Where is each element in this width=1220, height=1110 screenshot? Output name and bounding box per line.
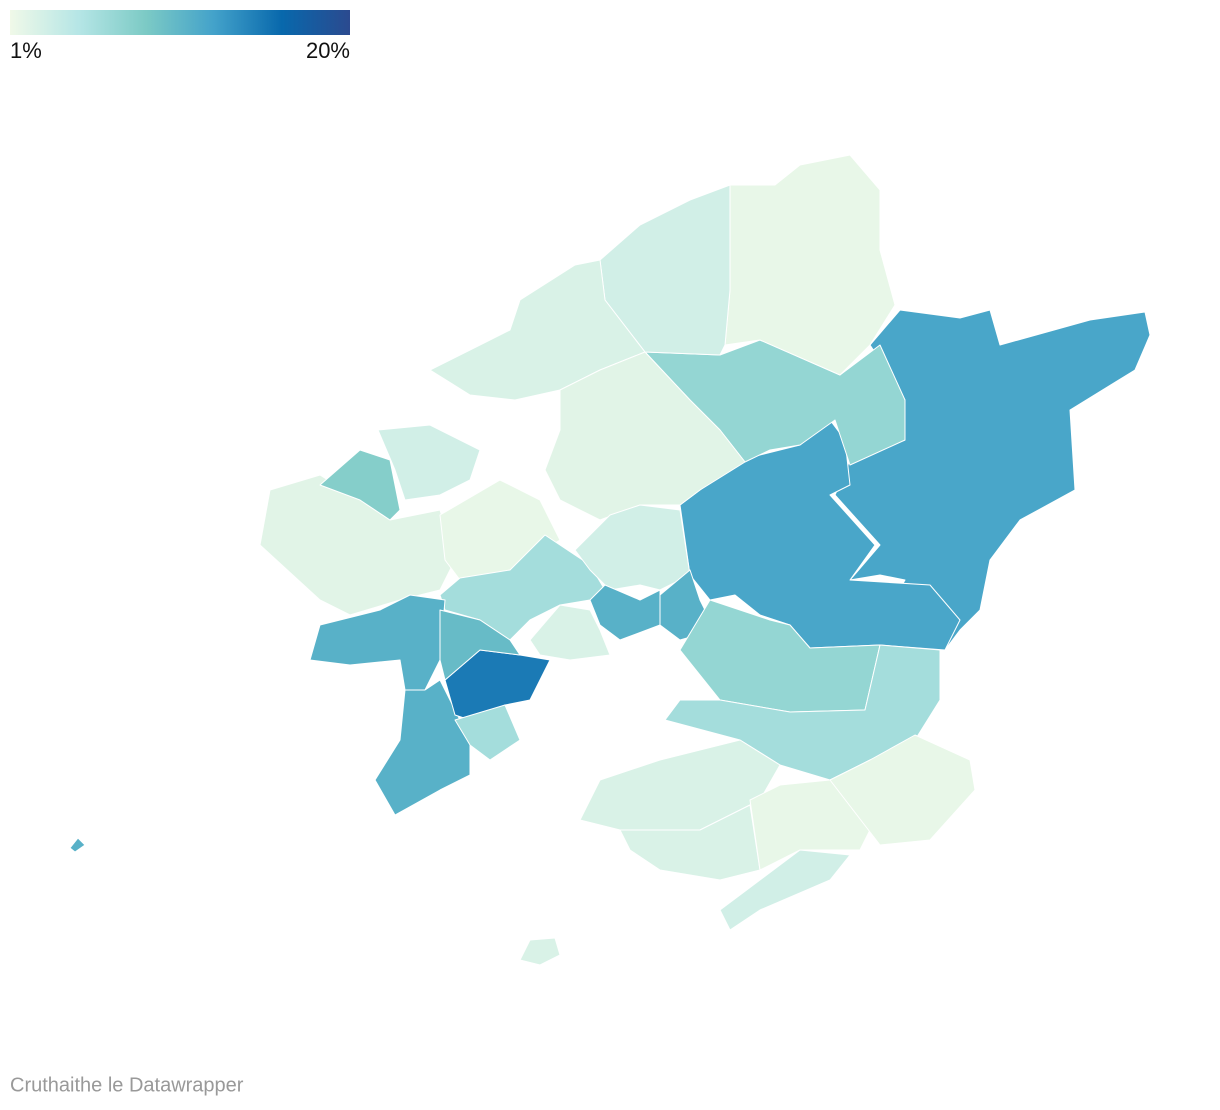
legend-label: 1% (10, 38, 42, 63)
region (664, 644, 941, 781)
legend-label: 20% (306, 38, 350, 63)
region (439, 609, 521, 681)
region (429, 259, 646, 401)
region (519, 937, 561, 966)
credit: Cruthaithe le Datawrapper (10, 1074, 244, 1096)
region (374, 679, 471, 816)
region (679, 419, 961, 651)
region (544, 351, 746, 521)
region (309, 594, 446, 691)
region (319, 449, 401, 521)
region (454, 704, 521, 761)
region (377, 424, 481, 501)
region (619, 804, 761, 881)
region (829, 734, 976, 846)
region (529, 604, 611, 661)
region (719, 849, 851, 931)
legend-gradient (10, 10, 350, 35)
region (724, 154, 896, 376)
region (69, 837, 86, 853)
